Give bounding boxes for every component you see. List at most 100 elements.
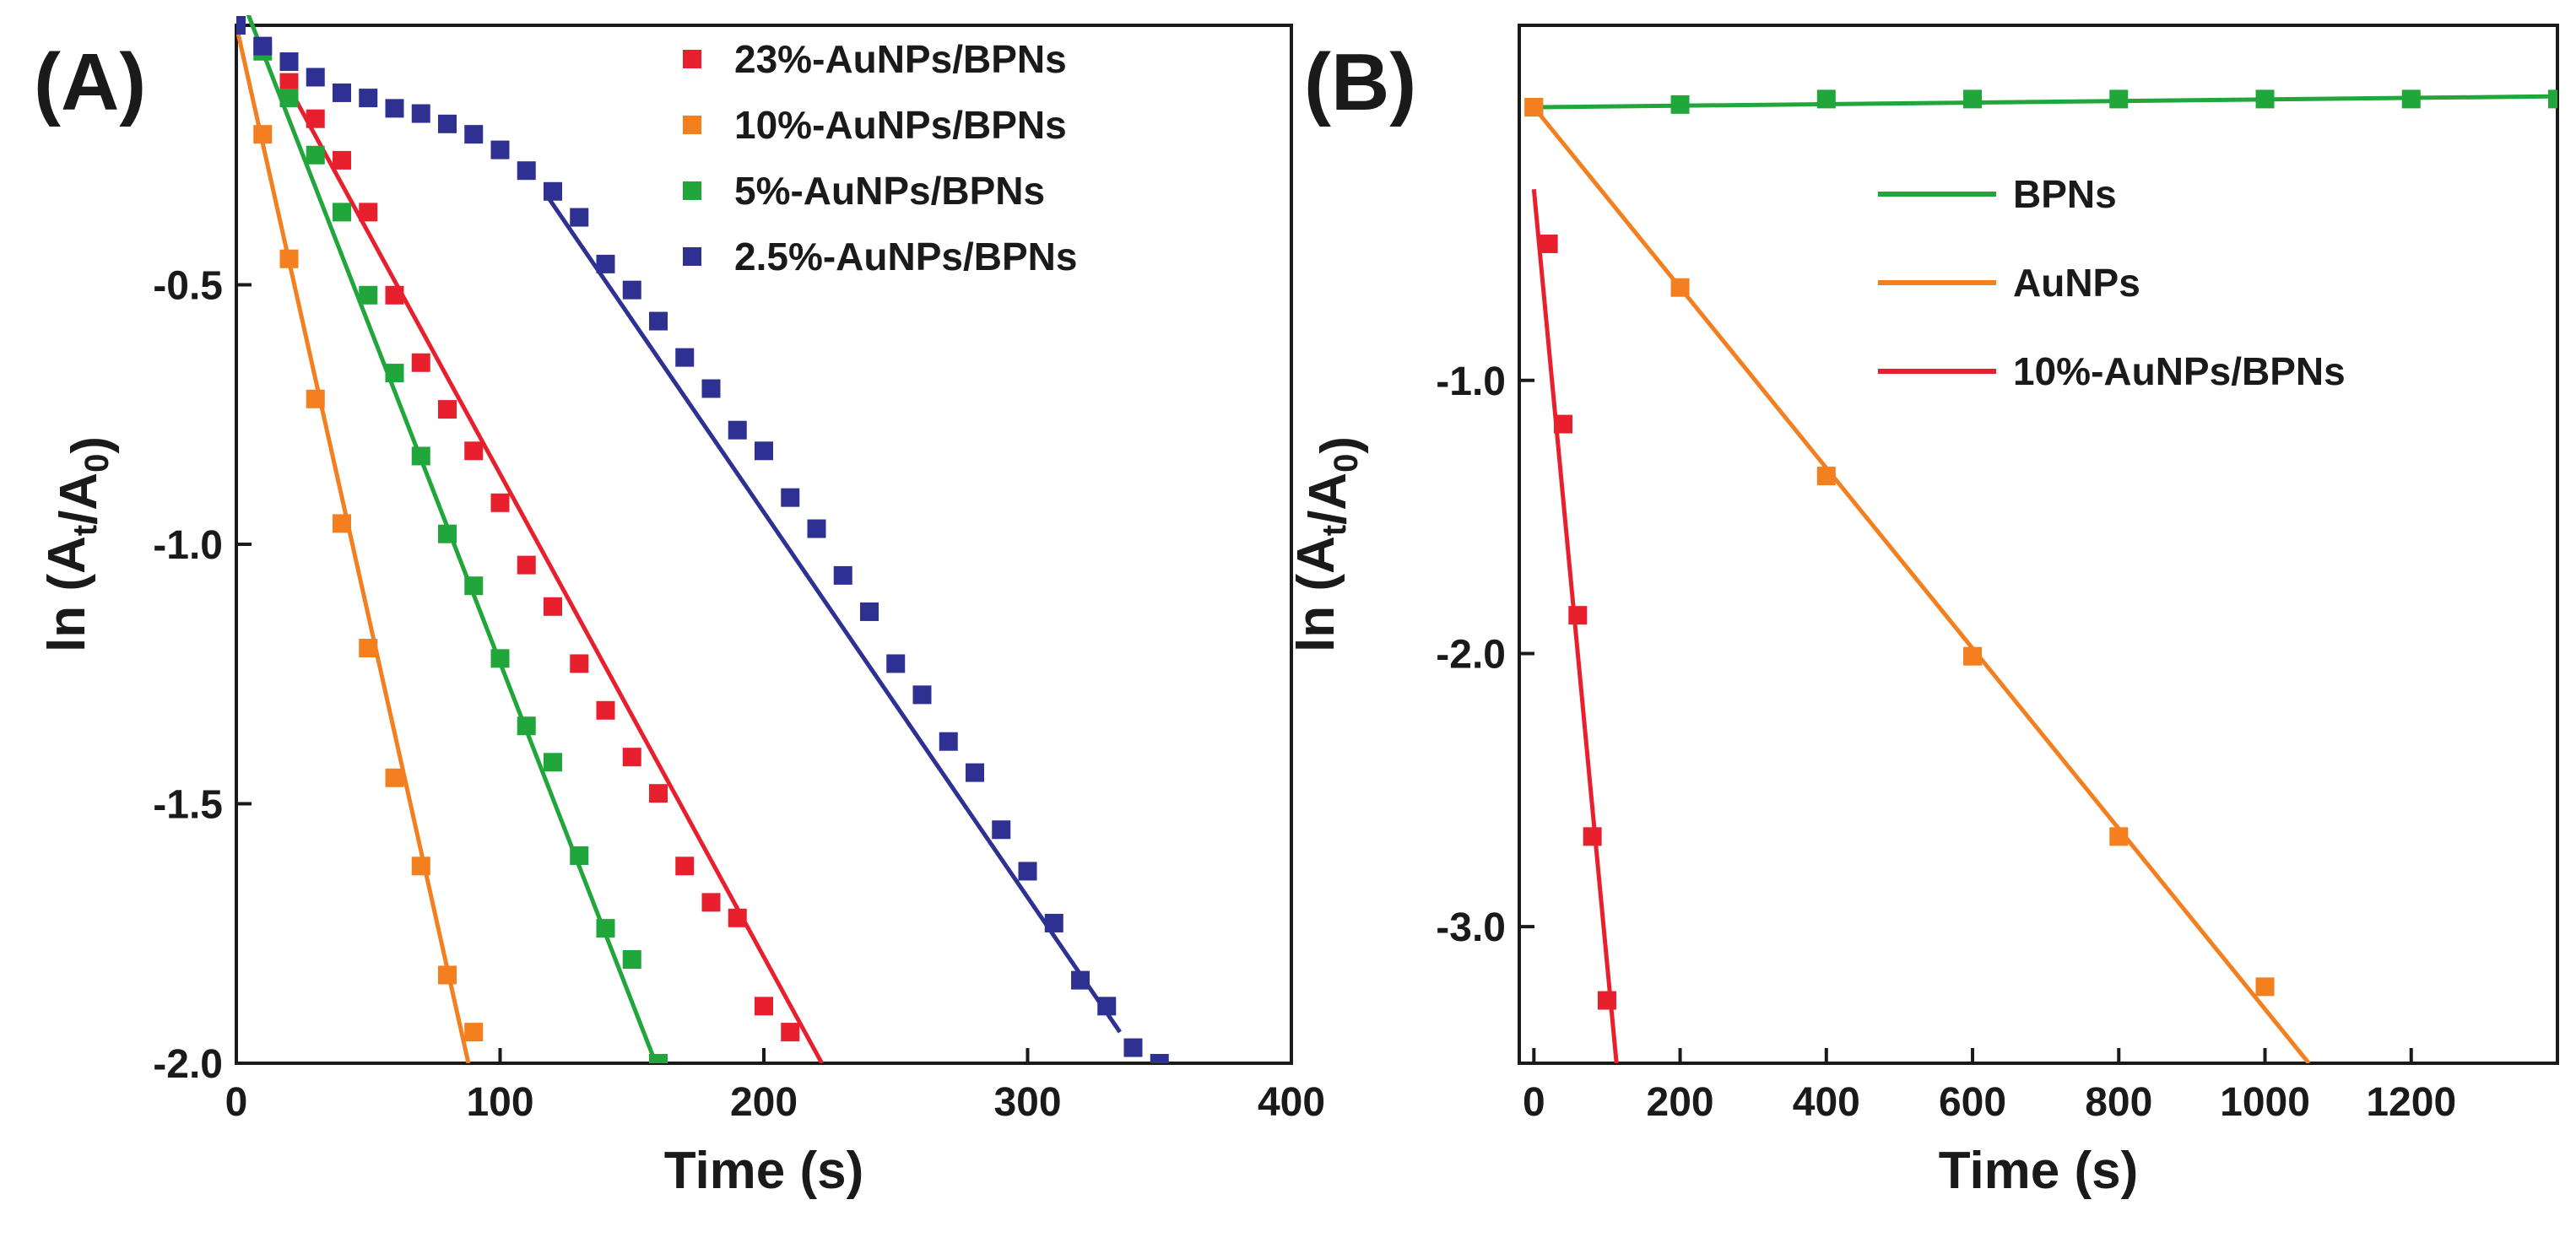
legend: BPNs AuNPs 10%-AuNPs/BPNs (1878, 172, 2346, 393)
plot-area (236, 15, 1169, 1063)
y-axis-title-subscript: 0 (1328, 454, 1365, 473)
data-point (279, 52, 299, 72)
data-point (544, 597, 562, 616)
legend-item-aunps: AuNPs (1878, 261, 2140, 305)
data-point (1071, 970, 1090, 990)
data-point (385, 285, 404, 305)
fit-line-2-5-aunps-bpns (545, 195, 1122, 1034)
y-tick-label: -1.0 (153, 523, 223, 568)
x-tick-label: 0 (225, 1080, 248, 1125)
data-point (912, 685, 932, 705)
x-tick-label: 400 (1258, 1080, 1325, 1125)
data-point (438, 524, 457, 543)
data-point (570, 208, 589, 227)
data-point (675, 348, 695, 367)
data-point (385, 99, 404, 118)
legend-item-23-aunps-bpns: 23%-AuNPs/BPNs (683, 37, 1067, 81)
data-point (1670, 278, 1690, 297)
data-point (966, 763, 984, 782)
legend-marker (683, 50, 701, 68)
data-point (570, 654, 589, 673)
x-axis-title: Time (s) (1939, 1142, 2139, 1200)
data-point (279, 249, 299, 268)
data-point (2109, 89, 2129, 109)
data-point (411, 446, 430, 466)
data-point (807, 519, 826, 538)
legend-item-bpns: BPNs (1878, 172, 2117, 216)
y-axis-title: ln (At/A0) (38, 436, 120, 652)
data-point (675, 856, 695, 876)
data-point (1018, 862, 1037, 881)
data-point (2401, 89, 2421, 109)
data-point (728, 908, 747, 927)
legend-item-5-aunps-bpns: 5%-AuNPs/BPNs (683, 169, 1045, 213)
data-point (1150, 1054, 1169, 1063)
data-point (333, 203, 351, 222)
data-point (385, 768, 404, 787)
legend-label: 2.5%-AuNPs/BPNs (734, 235, 1077, 278)
legend-label: 5%-AuNPs/BPNs (734, 169, 1045, 213)
data-point (359, 203, 378, 222)
data-point (1816, 467, 1836, 486)
data-point (2255, 977, 2275, 997)
plot-frame (1518, 24, 2559, 1065)
series-5-aunps-bpns (246, 15, 668, 1063)
data-point (992, 820, 1011, 840)
data-point (781, 488, 800, 507)
data-point (544, 753, 562, 772)
data-point (306, 389, 325, 408)
data-point (279, 73, 299, 92)
y-axis-title-part: ln (A (1287, 536, 1345, 652)
y-axis-title-subscript: t (1316, 525, 1353, 536)
y-axis-title-part: ln (A (38, 536, 96, 652)
data-point (1597, 991, 1616, 1010)
y-axis-title-subscript: t (67, 525, 104, 536)
x-tick-label: 600 (1939, 1080, 2006, 1125)
legend-item-2-5-aunps-bpns: 2.5%-AuNPs/BPNs (683, 235, 1077, 278)
data-point (490, 140, 510, 159)
x-axis-title: Time (s) (664, 1142, 864, 1200)
data-point (622, 280, 641, 300)
y-tick-label: -0.5 (153, 264, 223, 309)
x-tick-label: 200 (730, 1080, 798, 1125)
x-tick-label: 1200 (2366, 1080, 2456, 1125)
data-point (253, 125, 273, 144)
y-axis-title-part: /A (50, 473, 108, 525)
y-tick-label: -1.0 (1436, 359, 1506, 404)
series-bpns (1524, 89, 2557, 117)
data-point (359, 285, 378, 305)
data-point (1568, 606, 1588, 625)
x-tick-label: 200 (1647, 1080, 1714, 1125)
y-axis-title: ln (At/A0) (1287, 436, 1369, 652)
legend: 23%-AuNPs/BPNs 10%-AuNPs/BPNs 5%-AuNPs/BPN… (683, 37, 1077, 278)
y-tick-label: -3.0 (1436, 905, 1506, 950)
data-point (596, 254, 615, 273)
data-point (438, 114, 457, 133)
data-point (1583, 827, 1602, 846)
y-tick-label: -2.0 (1436, 632, 1506, 677)
data-point (279, 89, 299, 108)
legend-item-10-aunps-bpns: 10%-AuNPs/BPNs (683, 103, 1067, 147)
data-point (939, 732, 958, 751)
legend-label: 10%-AuNPs/BPNs (734, 103, 1067, 147)
data-point (333, 83, 351, 102)
x-tick-label: 0 (1523, 1080, 1545, 1125)
data-point (649, 1054, 668, 1063)
data-point (359, 89, 378, 108)
data-point (755, 441, 773, 461)
data-point (411, 353, 430, 372)
data-point (517, 161, 536, 181)
data-point (1044, 913, 1063, 932)
series-10-aunps-bpns (236, 16, 484, 1063)
data-point (1670, 95, 1690, 114)
data-point (544, 181, 562, 201)
series-aunps (1524, 98, 2311, 1063)
data-point (1097, 997, 1117, 1016)
data-point (464, 125, 484, 144)
data-point (517, 716, 536, 736)
fit-line-10-aunps-bpns (236, 24, 471, 1063)
data-point (622, 748, 641, 767)
data-point (755, 997, 773, 1016)
panel-label: (B) (1304, 37, 1416, 127)
data-point (1539, 234, 1558, 253)
